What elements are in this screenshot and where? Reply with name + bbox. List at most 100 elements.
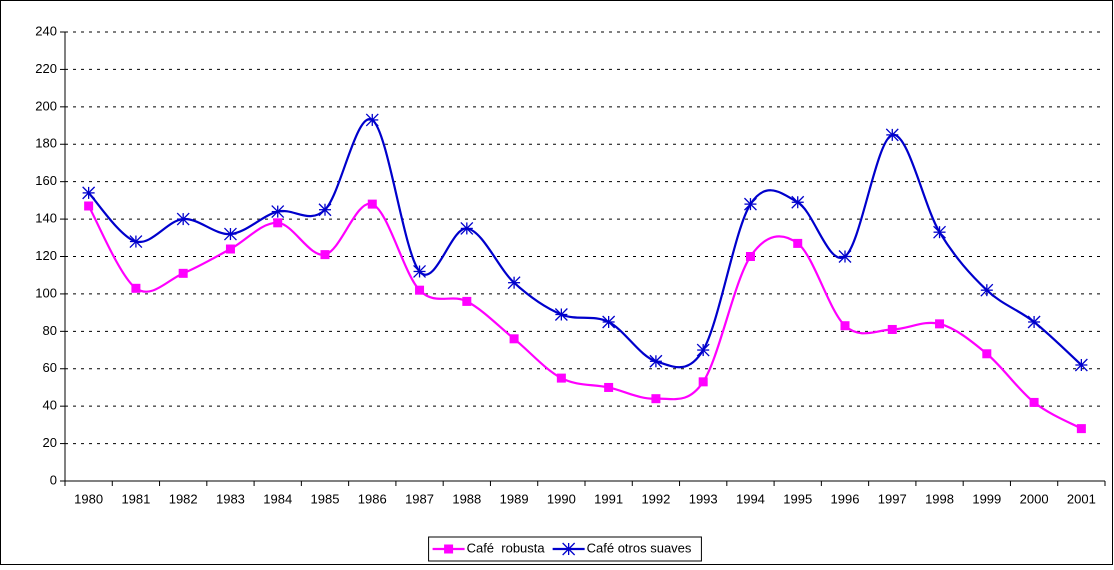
- data-point: [129, 235, 143, 248]
- x-tick-label: 1988: [452, 491, 481, 506]
- data-point: [318, 203, 332, 217]
- y-tick-label: 40: [43, 398, 57, 413]
- y-tick-label: 140: [35, 211, 57, 226]
- data-point: [509, 334, 519, 344]
- marker-stroke: [223, 227, 237, 241]
- data-point: [460, 221, 474, 235]
- data-point: [885, 128, 899, 142]
- data-point: [556, 373, 566, 383]
- marker-stroke: [980, 283, 994, 297]
- marker-stroke: [649, 354, 663, 368]
- data-point: [413, 265, 427, 278]
- marker-stroke: [176, 212, 190, 226]
- data-point: [176, 212, 190, 226]
- data-point: [602, 315, 616, 329]
- data-point: [1076, 424, 1086, 434]
- y-tick-label: 240: [35, 23, 57, 38]
- marker-stroke: [318, 203, 332, 217]
- marker-stroke: [933, 225, 947, 239]
- y-tick-label: 80: [43, 323, 57, 338]
- marker-stroke: [602, 315, 616, 329]
- marker-stroke: [365, 113, 379, 127]
- y-tick-label: 200: [35, 98, 57, 113]
- data-point: [838, 250, 852, 263]
- marker-stroke: [1027, 315, 1041, 329]
- legend-marker: [444, 544, 454, 554]
- y-tick-label: 180: [35, 136, 57, 151]
- legend-marker: [562, 542, 576, 556]
- x-tick-label: 1995: [783, 491, 812, 506]
- legend-label: Café otros suaves: [587, 540, 692, 555]
- x-tick-label: 2001: [1067, 491, 1096, 506]
- x-tick-label: 1985: [311, 491, 340, 506]
- marker-stroke: [129, 235, 143, 248]
- legend-label: Café robusta: [467, 540, 546, 555]
- data-point: [225, 244, 235, 254]
- x-tick-label: 1980: [74, 491, 103, 506]
- y-tick-label: 220: [35, 61, 57, 76]
- marker-stroke: [696, 343, 710, 357]
- marker-stroke: [1074, 358, 1088, 372]
- data-point: [367, 199, 377, 209]
- data-point: [743, 197, 757, 211]
- marker-stroke: [743, 197, 757, 211]
- series-line: [87, 202, 1082, 430]
- x-tick-label: 1991: [594, 491, 623, 506]
- data-point: [178, 268, 188, 278]
- data-point: [698, 377, 708, 387]
- data-point: [271, 205, 285, 219]
- data-point: [1027, 315, 1041, 329]
- data-point: [980, 283, 994, 297]
- data-point: [462, 296, 472, 306]
- x-tick-label: 1999: [972, 491, 1001, 506]
- marker-stroke: [271, 205, 285, 219]
- y-tick-label: 20: [43, 435, 57, 450]
- data-point: [223, 227, 237, 241]
- data-point: [982, 349, 992, 359]
- data-point: [507, 276, 521, 290]
- y-tick-label: 100: [35, 285, 57, 300]
- y-tick-label: 0: [50, 472, 57, 487]
- data-point: [273, 218, 283, 228]
- y-tick-label: 160: [35, 173, 57, 188]
- data-point: [791, 195, 805, 209]
- data-point: [554, 308, 568, 321]
- data-point: [131, 283, 141, 293]
- x-tick-label: 1998: [925, 491, 954, 506]
- x-tick-label: 1986: [358, 491, 387, 506]
- x-tick-label: 1981: [121, 491, 150, 506]
- data-point: [365, 113, 379, 127]
- data-point: [887, 324, 897, 334]
- marker-stroke: [885, 128, 899, 142]
- data-point: [745, 252, 755, 261]
- x-tick-label: 1987: [405, 491, 434, 506]
- marker-stroke: [562, 542, 576, 556]
- x-tick-label: 1983: [216, 491, 245, 506]
- x-tick-label: 1990: [547, 491, 576, 506]
- y-tick-label: 120: [35, 248, 57, 263]
- x-tick-label: 1994: [736, 491, 765, 506]
- x-tick-label: 2000: [1020, 491, 1049, 506]
- data-point: [1029, 397, 1039, 407]
- data-point: [933, 225, 947, 239]
- marker-stroke: [791, 195, 805, 209]
- marker-stroke: [82, 186, 96, 200]
- x-tick-label: 1997: [878, 491, 907, 506]
- x-tick-label: 1989: [500, 491, 529, 506]
- x-tick-label: 1992: [641, 491, 670, 506]
- data-point: [651, 394, 661, 404]
- data-point: [84, 201, 94, 211]
- x-tick-label: 1996: [831, 491, 860, 506]
- data-point: [1074, 358, 1088, 372]
- data-point: [604, 382, 614, 392]
- marker-stroke: [838, 250, 852, 263]
- x-tick-label: 1993: [689, 491, 718, 506]
- x-tick-label: 1982: [169, 491, 198, 506]
- data-point: [320, 250, 330, 260]
- data-point: [415, 285, 425, 295]
- data-point: [82, 186, 96, 200]
- marker-stroke: [413, 265, 427, 278]
